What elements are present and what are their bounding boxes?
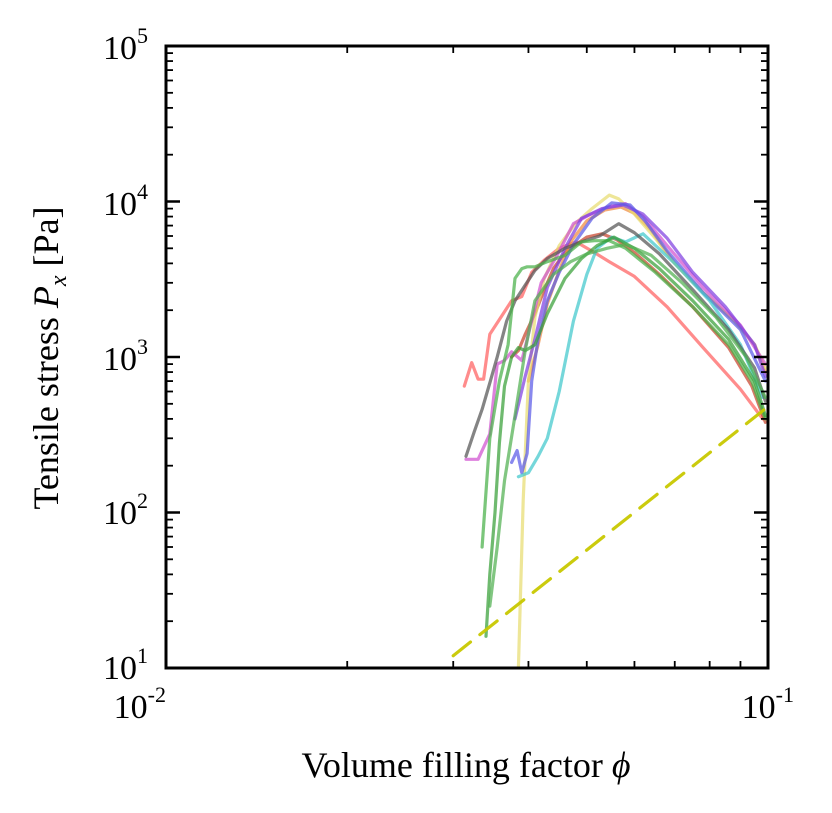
y-tick-label-2: 103 — [103, 334, 148, 378]
series-line-green-1 — [480, 239, 768, 549]
series-line-cyan — [516, 232, 765, 479]
series-line-green-3 — [488, 242, 768, 608]
series-line-orange — [526, 205, 768, 383]
series-line-green-2 — [484, 235, 768, 638]
y-axis-label: Tensile stress Px [Pa] — [26, 206, 72, 509]
series-line-power-law — [451, 405, 768, 658]
y-tick-label-1: 102 — [103, 488, 148, 532]
axis-ticks — [164, 44, 770, 670]
y-tick-label-4: 105 — [103, 23, 148, 67]
plot-area — [451, 193, 768, 668]
y-tick-label-0: 101 — [103, 643, 148, 687]
series-line-purple — [513, 203, 768, 421]
x-tick-label-0: 10-2 — [114, 682, 166, 726]
plot-frame — [164, 44, 770, 670]
x-tick-label-1: 10-1 — [742, 682, 794, 726]
y-tick-label-3: 104 — [103, 179, 148, 223]
series-line-gray — [464, 222, 768, 458]
x-axis-label: Volume filling factor ϕ — [302, 745, 631, 785]
